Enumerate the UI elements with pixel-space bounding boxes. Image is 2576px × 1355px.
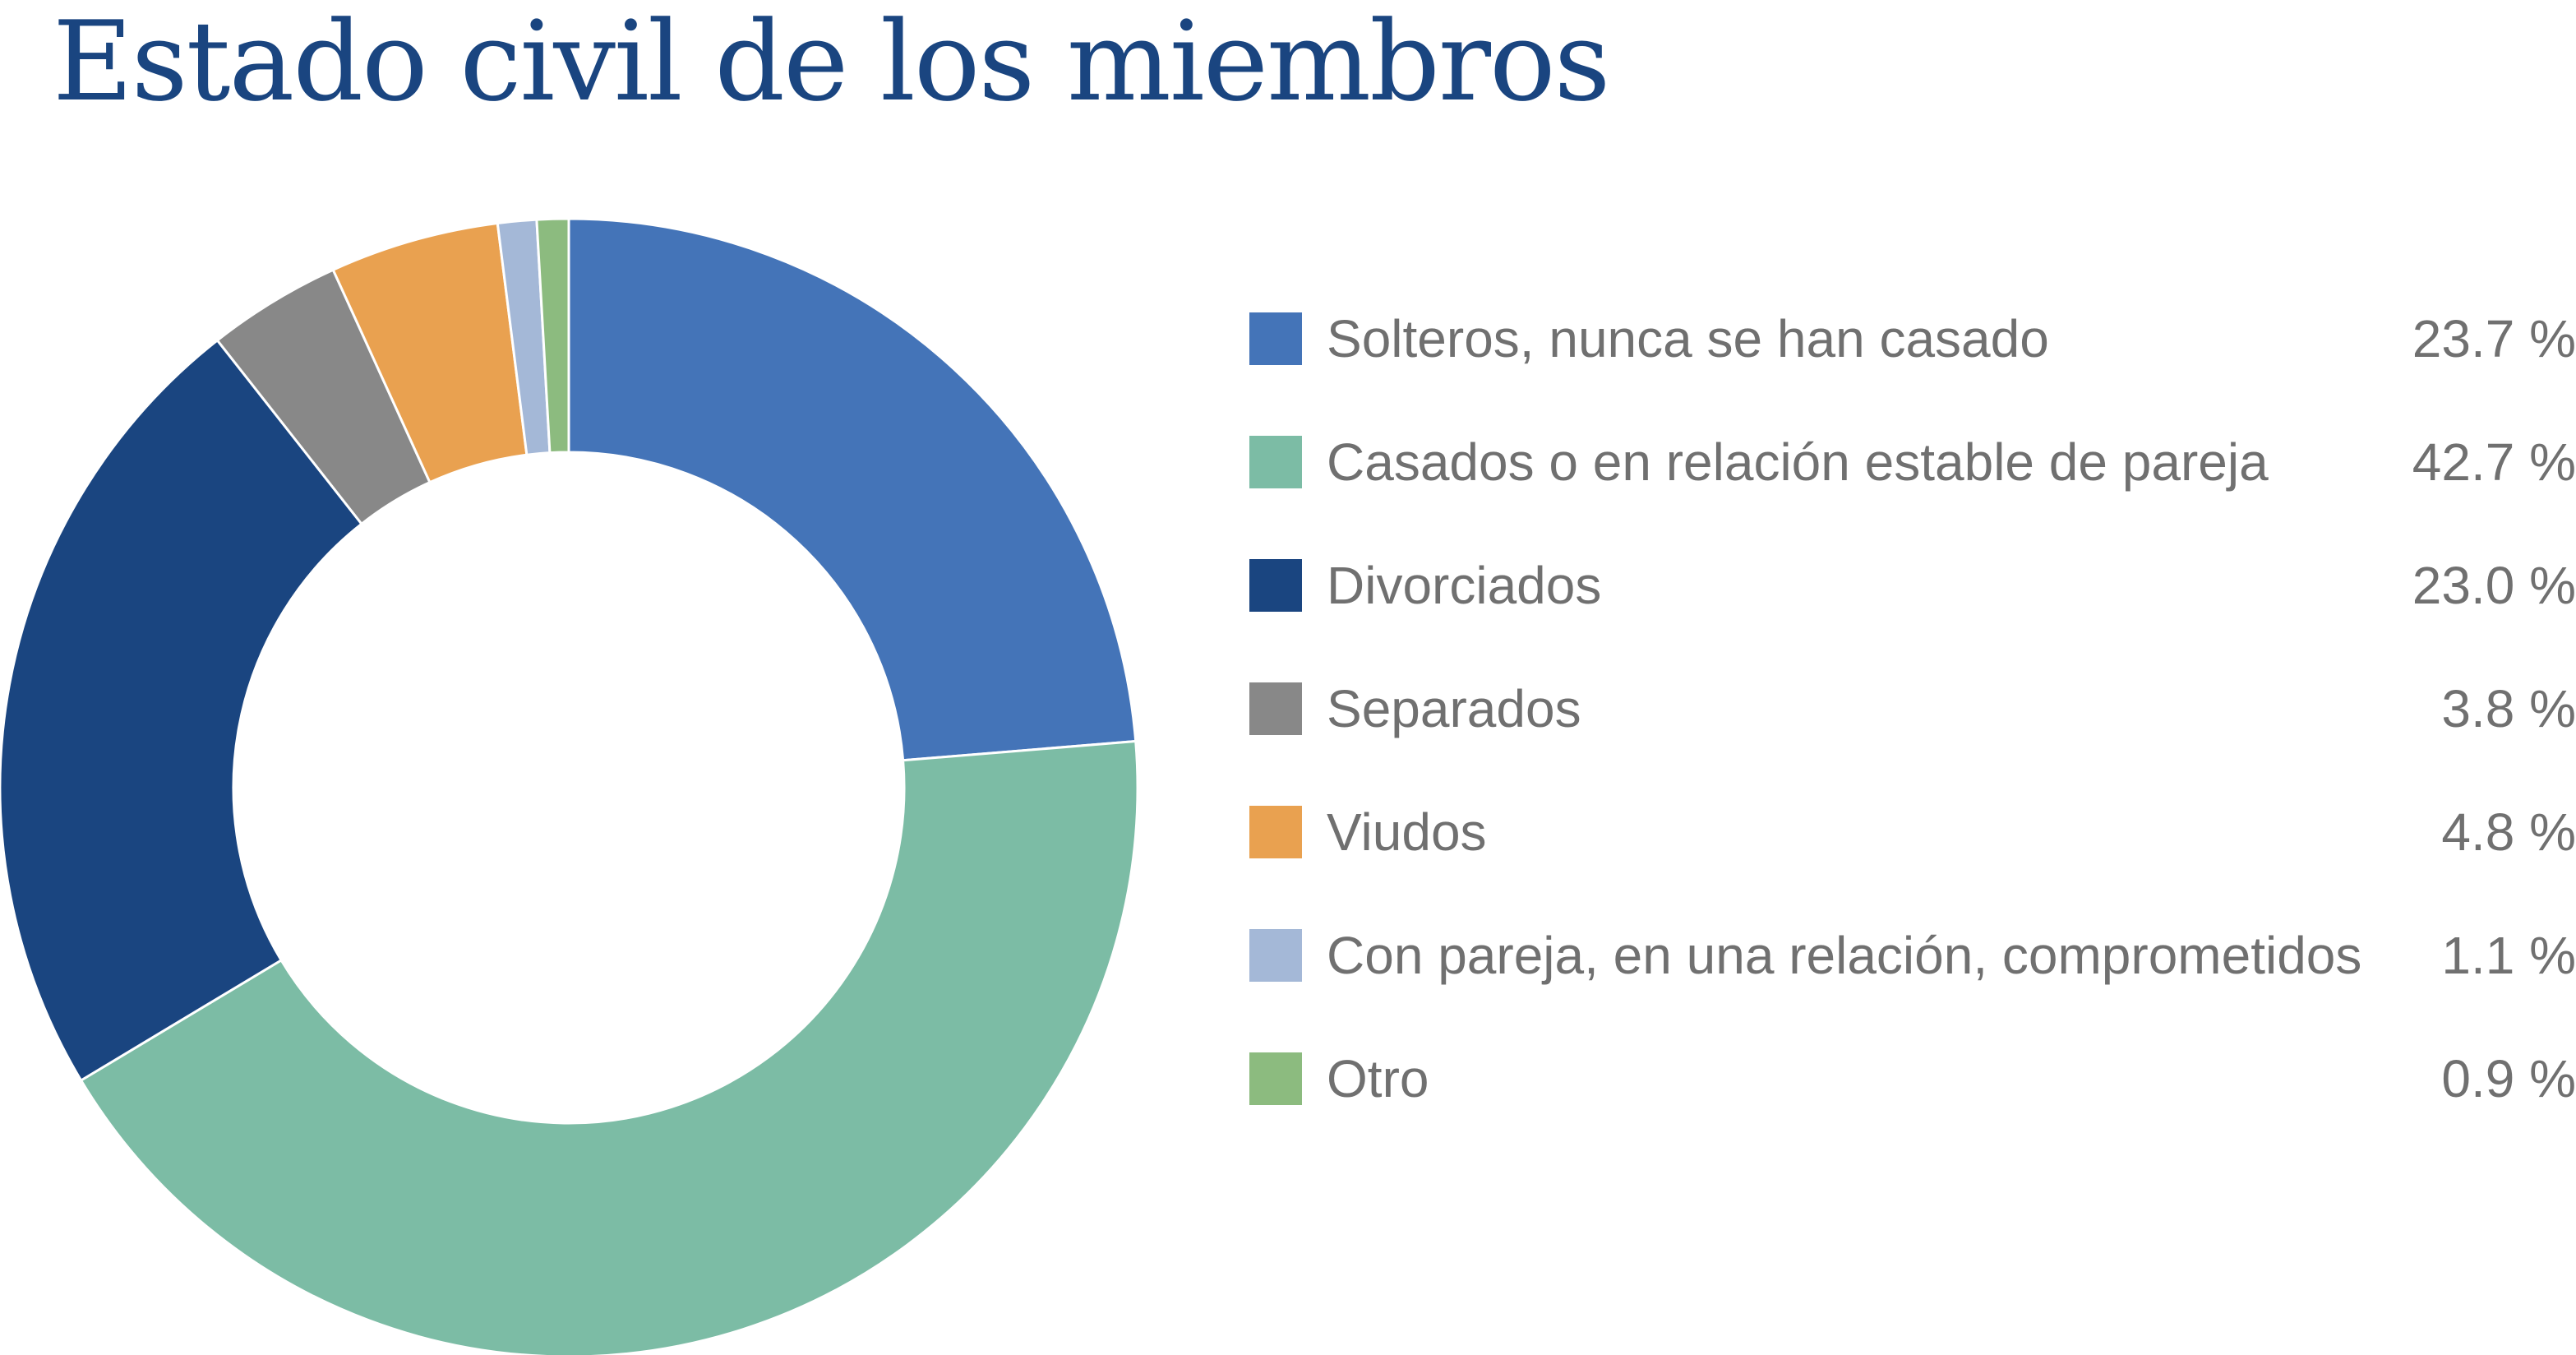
legend-item-otro: Otro 0.9 % [1249,1052,2576,1176]
legend-swatch-solteros [1249,312,1302,365]
legend-item-solteros: Solteros, nunca se han casado 23.7 % [1249,312,2576,436]
legend-swatch-viudos [1249,806,1302,858]
legend-swatch-otro [1249,1052,1302,1105]
data-label-divorciados: 23.0 % [2412,556,2576,615]
data-label-otro: 0.9 % [2441,1049,2576,1108]
legend-swatch-casados [1249,436,1302,488]
legend-item-divorciados: Divorciados 23.0 % [1249,559,2576,682]
legend-label-divorciados: Divorciados [1327,556,1602,615]
donut-slice-casados [79,739,1139,1355]
legend-item-viudos: Viudos 4.8 % [1249,806,2576,929]
legend-label-otro: Otro [1327,1049,1429,1108]
legend: Solteros, nunca se han casado 23.7 % Cas… [1249,312,2576,1176]
data-label-viudos: 4.8 % [2441,802,2576,862]
legend-swatch-separados [1249,682,1302,735]
donut-slice-otro [535,217,570,455]
data-label-con-pareja: 1.1 % [2441,926,2576,985]
legend-item-separados: Separados 3.8 % [1249,682,2576,806]
data-label-separados: 3.8 % [2441,679,2576,738]
legend-label-casados: Casados o en relación estable de pareja [1327,432,2269,492]
legend-item-casados: Casados o en relación estable de pareja … [1249,436,2576,559]
legend-label-solteros: Solteros, nunca se han casado [1327,309,2049,368]
legend-swatch-divorciados [1249,559,1302,612]
donut-slice-solteros [567,217,1138,762]
legend-label-con-pareja: Con pareja, en una relación, comprometid… [1327,926,2362,985]
chart-title: Estado civil de los miembros [53,0,1610,126]
legend-item-con-pareja: Con pareja, en una relación, comprometid… [1249,929,2576,1052]
legend-swatch-con-pareja [1249,929,1302,982]
legend-label-viudos: Viudos [1327,802,1487,862]
donut-slices [0,217,1139,1355]
donut-slice-divorciados [0,338,364,1083]
donut-chart [0,217,1139,1355]
data-label-casados: 42.7 % [2412,432,2576,492]
data-label-solteros: 23.7 % [2412,309,2576,368]
legend-label-separados: Separados [1327,679,1581,738]
